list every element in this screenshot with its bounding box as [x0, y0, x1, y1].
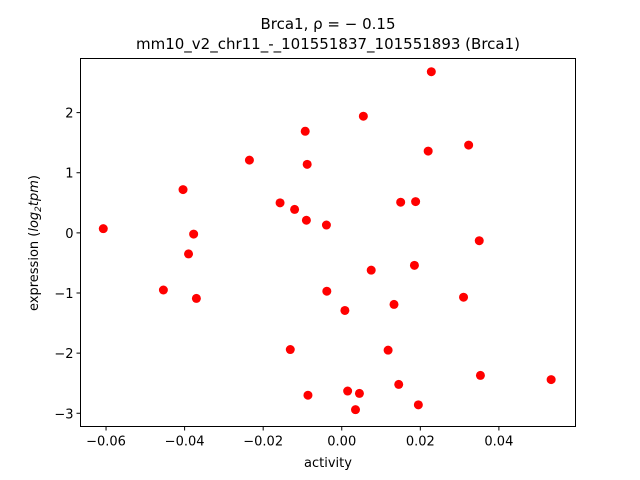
- y-tick-label: 0: [65, 227, 73, 242]
- data-point: [358, 111, 368, 121]
- y-axis-ticks: −3 −2 −1 0 1 2: [54, 107, 81, 422]
- data-point: [300, 126, 310, 136]
- y-axis-label-log: log: [27, 212, 42, 232]
- data-point: [301, 215, 311, 225]
- data-point: [354, 388, 364, 398]
- data-points: [98, 67, 556, 415]
- chart-title-line1: Brca1, ρ = − 0.15: [260, 15, 395, 33]
- data-point: [383, 345, 393, 355]
- data-point: [475, 370, 485, 380]
- data-point: [98, 224, 108, 234]
- x-axis-label: activity: [304, 456, 352, 471]
- y-tick-label: −1: [54, 287, 73, 302]
- data-point: [189, 229, 199, 239]
- data-point: [411, 197, 421, 207]
- data-point: [396, 197, 406, 207]
- data-point: [474, 236, 484, 246]
- data-point: [275, 198, 285, 208]
- data-point: [285, 345, 295, 355]
- x-tick-label: 0.00: [327, 435, 356, 450]
- x-axis-ticks: −0.06 −0.04 −0.02 0.00 0.02 0.04: [86, 426, 513, 450]
- x-tick-label: −0.06: [86, 435, 126, 450]
- data-point: [389, 299, 399, 309]
- data-point: [158, 285, 168, 295]
- data-point: [459, 292, 469, 302]
- data-point: [244, 155, 254, 165]
- data-point: [321, 220, 331, 230]
- plot-frame: [80, 58, 576, 427]
- y-tick-label: 2: [65, 107, 73, 122]
- data-point: [394, 379, 404, 389]
- data-point: [464, 140, 474, 150]
- data-point: [343, 386, 353, 396]
- data-point: [413, 400, 423, 410]
- data-point: [178, 185, 188, 195]
- x-tick-label: −0.02: [243, 435, 283, 450]
- data-point: [426, 67, 436, 77]
- y-axis-label-prefix: expression (: [27, 232, 42, 311]
- data-point: [290, 204, 300, 214]
- data-point: [409, 260, 419, 270]
- data-point: [302, 159, 312, 169]
- data-point: [340, 305, 350, 315]
- data-point: [351, 405, 360, 415]
- y-axis-label-suffix: ): [27, 175, 42, 180]
- data-point: [423, 146, 433, 156]
- y-axis-label: expression (log2tpm): [27, 175, 44, 311]
- x-tick-label: −0.04: [165, 435, 205, 450]
- x-tick-label: 0.04: [484, 435, 513, 450]
- data-point: [322, 286, 332, 296]
- data-point: [546, 375, 556, 385]
- y-axis-label-tpm: tpm: [27, 180, 42, 206]
- data-point: [184, 249, 194, 259]
- y-tick-label: −3: [54, 407, 73, 422]
- y-tick-label: −2: [54, 347, 73, 362]
- chart-title-line2: mm10_v2_chr11_-_101551837_101551893 (Brc…: [136, 35, 520, 54]
- data-point: [191, 293, 201, 303]
- y-axis-label-sub: 2: [34, 206, 44, 212]
- x-tick-label: 0.02: [406, 435, 435, 450]
- data-point: [303, 390, 313, 400]
- data-point: [366, 265, 376, 275]
- y-tick-label: 1: [65, 167, 73, 182]
